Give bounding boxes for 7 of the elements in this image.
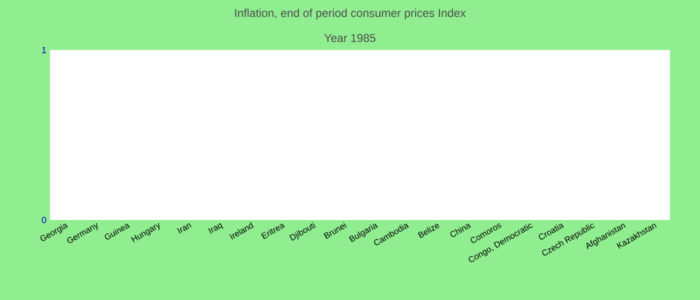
chart-subtitle: Year 1985 — [324, 34, 376, 42]
x-tick-label: China — [450, 224, 472, 237]
y-tick-label: 0 — [42, 216, 46, 224]
chart-title: Inflation, end of period consumer prices Index — [235, 8, 466, 20]
x-tick-label: Iran — [177, 223, 192, 234]
y-tick-label: 1 — [42, 46, 46, 54]
x-tick-label: Iraq — [208, 223, 224, 234]
